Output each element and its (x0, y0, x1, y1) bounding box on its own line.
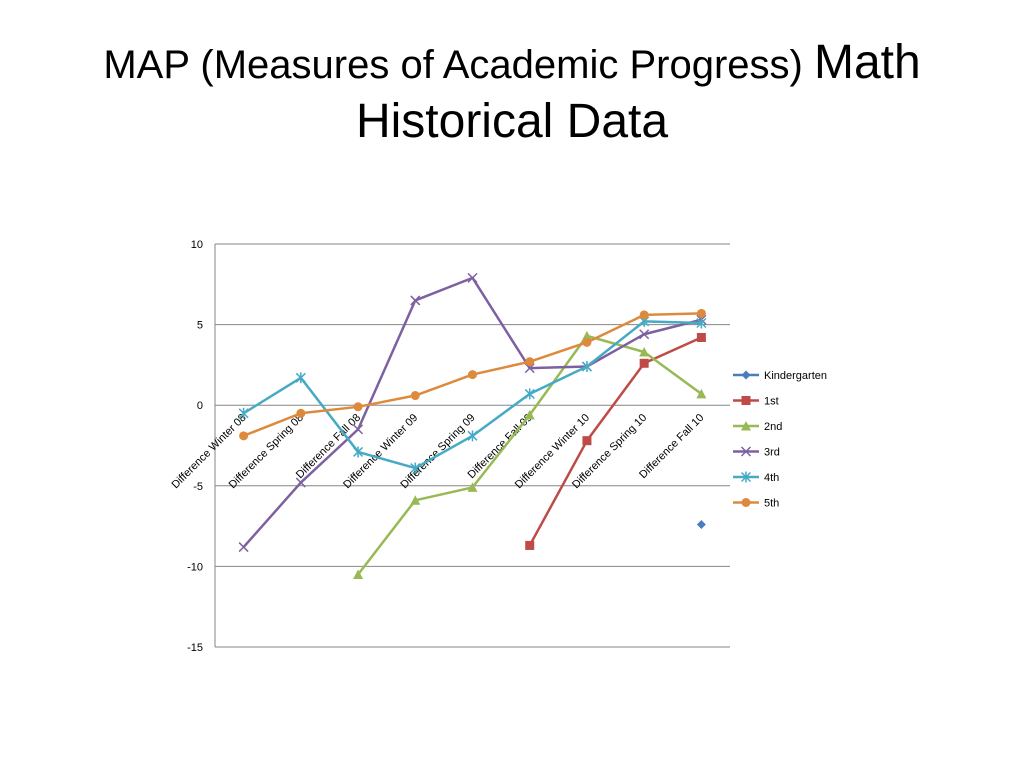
legend-item-5th: 5th (733, 498, 779, 510)
data-point-4th (410, 462, 421, 474)
data-point-2nd (353, 569, 364, 579)
data-point-4th (238, 407, 249, 419)
legend-label: 3rd (764, 447, 780, 459)
legend-marker (740, 471, 752, 483)
y-tick-label: -10 (187, 561, 203, 573)
legend-marker (740, 446, 752, 457)
data-point-2nd (410, 495, 421, 505)
data-point-4th (295, 372, 306, 384)
data-point-5th (696, 308, 706, 318)
series-line-2nd (357, 334, 703, 576)
legend-label: 4th (764, 472, 779, 484)
legend-label: 5th (764, 498, 779, 510)
legend-label: 1st (764, 396, 779, 408)
y-tick-label: 5 (197, 320, 203, 332)
data-point-2nd (639, 347, 650, 357)
data-point-5th (296, 408, 306, 418)
data-point-3rd (410, 295, 421, 306)
data-point-5th (582, 337, 592, 347)
data-point-kindergarten (696, 519, 706, 529)
legend-marker (741, 396, 751, 405)
legend-item-kindergarten: Kindergarten (733, 370, 827, 382)
legend-item-1st: 1st (733, 396, 779, 408)
series-line-4th (242, 320, 702, 470)
legend-label: Kindergarten (764, 370, 827, 382)
data-point-2nd (524, 409, 535, 420)
data-point-3rd (238, 542, 249, 553)
data-point-4th (581, 361, 592, 373)
data-point-4th (524, 388, 535, 400)
y-tick-label: -5 (193, 481, 203, 493)
data-point-2nd (581, 330, 592, 341)
legend-label: 2nd (764, 421, 782, 433)
series-line-1st (528, 336, 702, 547)
legend-marker (741, 370, 751, 380)
data-point-4th (467, 430, 478, 442)
data-point-3rd (295, 477, 306, 488)
data-point-5th (525, 357, 535, 367)
data-point-3rd (467, 272, 478, 283)
data-point-1st (639, 358, 649, 368)
y-tick-label: 0 (197, 400, 203, 412)
title-part2: Math (813, 36, 921, 89)
legend-item-4th: 4th (733, 471, 779, 484)
legend-item-3rd: 3rd (733, 446, 780, 459)
data-point-5th (468, 370, 477, 380)
data-point-1st (696, 332, 706, 342)
data-point-4th (353, 446, 364, 458)
legend-item-2nd: 2nd (733, 421, 782, 433)
data-point-1st (582, 436, 592, 446)
y-tick-label: -15 (187, 642, 203, 654)
data-point-5th (639, 310, 649, 320)
series-2nd (353, 330, 707, 579)
series-kindergarten (696, 519, 706, 529)
data-point-5th (239, 431, 249, 441)
legend-marker (741, 421, 751, 431)
slide-title: MAP (Measures of Academic Progress) Math… (40, 34, 984, 151)
data-point-3rd (524, 363, 535, 374)
data-point-4th (696, 317, 707, 329)
title-line2: Historical Data (355, 94, 669, 148)
series-1st (525, 332, 706, 550)
title-part1: MAP (Measures of Academic Progress) (103, 43, 814, 87)
data-point-3rd (353, 424, 364, 435)
data-point-2nd (696, 388, 707, 399)
data-point-5th (410, 391, 420, 401)
data-point-2nd (467, 482, 478, 492)
series-5th (239, 308, 706, 441)
y-tick-label: 10 (191, 239, 203, 251)
data-point-1st (525, 540, 535, 550)
data-point-5th (353, 402, 363, 412)
legend-marker (741, 498, 751, 507)
series-4th (238, 315, 707, 474)
data-point-3rd (639, 329, 650, 340)
x-tick-label: Difference Fall 10 (637, 412, 706, 481)
